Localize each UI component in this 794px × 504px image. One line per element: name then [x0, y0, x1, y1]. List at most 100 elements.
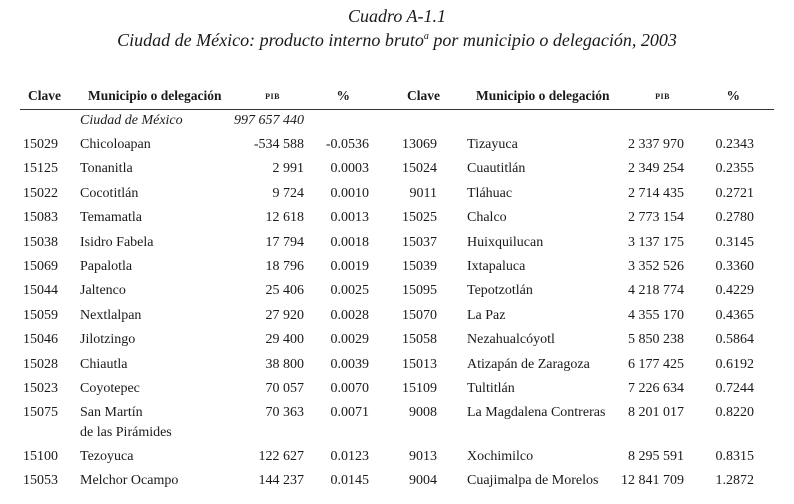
name-cell: Melchor Ocampo	[80, 473, 179, 489]
table-row: 15024 Cuautitlán 2 349 254 0.2355	[0, 161, 794, 183]
name-cell: Tezoyuca	[80, 448, 134, 464]
pct-cell: 0.4365	[715, 307, 755, 323]
table-header: Clave Municipio o delegación pib % Clave…	[0, 88, 794, 108]
header-clave: Clave	[28, 88, 61, 103]
name-cell: Cuajimalpa de Morelos	[467, 473, 599, 489]
pct-cell: 0.0025	[330, 283, 370, 299]
pib-cell: 3 352 526	[628, 259, 684, 274]
table-row: 13069 Tizayuca 2 337 970 0.2343	[0, 137, 794, 159]
table-row: 15013 Atizapán de Zaragoza 6 177 425 0.6192	[0, 357, 794, 379]
pct-cell: 0.0123	[330, 448, 370, 464]
pct-cell: 0.0028	[330, 307, 370, 323]
pct-cell: 0.3145	[715, 234, 755, 250]
pct-cell: 0.0071	[330, 405, 370, 421]
table-row: 15022 Cocotitlán 9 724 0.0010	[0, 186, 794, 208]
pct-cell: 0.0145	[330, 473, 370, 489]
clave-cell: 9013	[409, 448, 437, 464]
clave-cell: 15044	[23, 283, 58, 299]
pct-cell: 0.4229	[715, 283, 755, 299]
pib-cell: 5 850 238	[628, 332, 684, 348]
pct-cell: 0.0019	[330, 259, 370, 274]
name-cell: Jaltenco	[80, 283, 126, 299]
header-pib: pib	[265, 90, 280, 102]
pib-cell: 29 400	[265, 332, 305, 348]
clave-cell: 15037	[402, 234, 437, 250]
total-pib: 997 657 440	[234, 113, 304, 128]
clave-cell: 15100	[23, 448, 58, 464]
pct-cell: 0.2780	[715, 210, 755, 226]
table-row: 15070 La Paz 4 355 170 0.4365	[0, 308, 794, 330]
clave-cell: 9004	[409, 473, 437, 489]
name-cell: Atizapán de Zaragoza	[467, 356, 590, 372]
clave-cell: 15095	[402, 283, 437, 299]
name-cell: La Magdalena Contreras	[467, 405, 606, 421]
name-cell: Nextlalpan	[80, 307, 142, 323]
header-clave-right: Clave	[407, 88, 440, 103]
name-cell: Nezahualcóyotl	[467, 332, 555, 348]
name-cell: Cocotitlán	[80, 185, 139, 201]
pib-cell: 144 237	[258, 473, 305, 489]
name-cell: Coyotepec	[80, 381, 140, 396]
table-row: 15028 Chiautla 38 800 0.0039	[0, 357, 794, 379]
pib-cell: 2 773 154	[628, 210, 684, 226]
pib-cell: 8 201 017	[628, 405, 684, 421]
pct-cell: 0.6192	[715, 356, 755, 372]
clave-cell: 15046	[23, 332, 58, 348]
total-row: Ciudad de México 997 657 440	[0, 113, 794, 135]
pct-cell: 0.0070	[330, 381, 370, 396]
name-cell-line2: de las Pirámides	[80, 425, 172, 441]
pib-cell: 2 349 254	[628, 161, 684, 177]
clave-cell: 15038	[23, 234, 58, 250]
table-row: 15039 Ixtapaluca 3 352 526 0.3360	[0, 259, 794, 281]
pct-cell: 0.0018	[330, 234, 370, 250]
name-cell: Isidro Fabela	[80, 234, 154, 250]
header-pct: %	[336, 88, 351, 103]
clave-cell: 15109	[402, 381, 437, 396]
table-row: 15025 Chalco 2 773 154 0.2780	[0, 210, 794, 232]
table-title: Cuadro A-1.1	[347, 6, 446, 26]
clave-cell: 9011	[409, 185, 437, 201]
pib-cell: 18 796	[265, 259, 305, 274]
clave-cell: 15025	[402, 210, 437, 226]
pib-cell: 122 627	[258, 448, 305, 464]
pct-cell: 0.0013	[330, 210, 370, 226]
name-cell: Jilotzingo	[80, 332, 136, 348]
pct-cell: -0.0536	[325, 137, 369, 152]
pct-cell: 0.2721	[715, 185, 755, 201]
pib-cell: 12 618	[265, 210, 305, 226]
pib-cell: 25 406	[265, 283, 305, 299]
table-row: 15044 Jaltenco 25 406 0.0025	[0, 283, 794, 305]
clave-cell: 15024	[402, 161, 437, 177]
clave-cell: 15058	[402, 332, 437, 348]
clave-cell: 13069	[402, 137, 437, 152]
table-row: 9004 Cuajimalpa de Morelos 12 841 709 1.287…	[0, 473, 794, 495]
name-cell: Chiautla	[80, 356, 128, 372]
table-row: 9013 Xochimilco 8 295 591 0.8315	[0, 449, 794, 471]
pib-cell: 7 226 634	[628, 381, 684, 396]
table-row: 15046 Jilotzingo 29 400 0.0029	[0, 332, 794, 354]
table-row: 15075 San Martín de las Pirámides 70 363 0.0…	[0, 405, 794, 440]
pct-cell: 1.2872	[715, 473, 755, 489]
name-cell: Ixtapaluca	[467, 259, 526, 274]
table-row: 9011 Tláhuac 2 714 435 0.2721	[0, 186, 794, 208]
name-cell: La Paz	[467, 307, 506, 323]
clave-cell: 15059	[23, 307, 58, 323]
table-row: 15083 Temamatla 12 618 0.0013	[0, 210, 794, 232]
subtitle-text: Ciudad de México: producto interno bruto	[117, 30, 424, 50]
pct-cell: 0.7244	[715, 381, 755, 396]
table-row: 15037 Huixquilucan 3 137 175 0.3145	[0, 235, 794, 257]
pib-cell: 2 991	[272, 161, 305, 177]
pct-cell: 0.0003	[330, 161, 370, 177]
header-pib-right: pib	[655, 90, 670, 102]
table-row: 15029 Chicoloapan -534 588 -0.0536	[0, 137, 794, 159]
clave-cell: 15083	[23, 210, 58, 226]
pib-cell: 9 724	[272, 185, 305, 201]
table-subtitle: Ciudad de México: producto interno bruto…	[0, 30, 794, 51]
name-cell: Chalco	[467, 210, 507, 226]
name-cell: Cuautitlán	[467, 161, 526, 177]
pib-cell: -534 588	[253, 137, 304, 152]
subtitle-text-end: por municipio o delegación, 2003	[428, 30, 677, 50]
clave-cell: 15075	[23, 405, 58, 421]
table-row: 15053 Melchor Ocampo 144 237 0.0145	[0, 473, 794, 495]
pib-cell: 70 363	[265, 405, 305, 421]
